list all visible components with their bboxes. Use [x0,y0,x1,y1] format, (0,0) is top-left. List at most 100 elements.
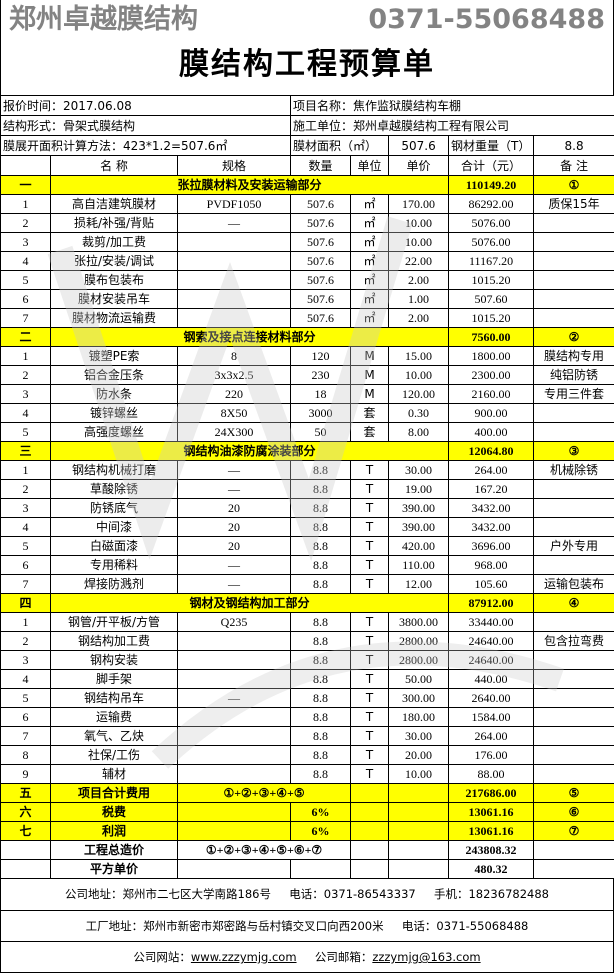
cell: 铝合金压条 [50,365,178,385]
cell: 264.00 [448,726,535,746]
cell: ㎡ [350,251,390,271]
cell: 专用三件套 [533,384,614,404]
cell: 3 [0,232,51,252]
cell: T [350,688,390,708]
cell: ㎡ [350,213,390,233]
table-row: 4 张拉/安装/调试 507.6 ㎡ 22.00 11167.20 [0,251,614,271]
company-address: 公司地址：郑州市二七区大学南路186号 [65,887,271,901]
cell: 1584.00 [448,707,535,727]
cell: ㎡ [350,270,390,290]
summary-number: 六 [0,802,51,822]
cell: 3696.00 [448,536,535,556]
cell: 4 [0,517,51,537]
cell [533,669,614,689]
cell: 24640.00 [448,650,535,670]
cell: 50 [290,422,352,442]
table-row: 1 镀塑PE索 8 120 M 15.00 1800.00 膜结构专用 [0,346,614,366]
summary-name: 项目合计费用 [50,783,178,803]
cell: 防水条 [50,384,178,404]
email-link[interactable]: zzzymjg@163.com [372,950,481,964]
cell: 套 [350,403,390,423]
cell: 33440.00 [448,612,535,632]
cell: 白磁面漆 [50,536,178,556]
cell: 膜材物流运输费 [50,308,178,328]
cell: 8.8 [290,745,352,765]
cell: T [350,669,390,689]
summary-mark: ⑦ [533,821,614,841]
cell: 4 [0,403,51,423]
empty-cell [388,840,450,860]
cell: 2800.00 [388,650,450,670]
cell [533,517,614,537]
cell: 钢构安装 [50,650,178,670]
empty-cell [176,859,292,879]
empty-cell [350,821,390,841]
cell: T [350,764,390,784]
summary-total: 13061.16 [448,802,535,822]
section-mark: ③ [533,441,614,461]
cell: 440.00 [448,669,535,689]
cell: 8.8 [290,650,352,670]
cell [176,726,292,746]
cell: 18 [290,384,352,404]
summary-row: 七利润 6% 13061.16 ⑦ [0,821,614,841]
empty-cell [176,802,292,822]
cell: 5 [0,422,51,442]
cell: 88.00 [448,764,535,784]
cell [533,688,614,708]
cell: 3000 [290,403,352,423]
cell: M [350,384,390,404]
cell: 120.00 [388,384,450,404]
summary-name: 工程总造价 [50,840,178,860]
website-link[interactable]: www.zzzymjg.com [190,950,297,964]
cell: 膜材安装吊车 [50,289,178,309]
cell: 8.8 [290,460,352,480]
cell: 3 [0,650,51,670]
steel-weight-label: 钢材重量（T） [448,135,535,156]
cell: T [350,536,390,556]
cell: 8.8 [290,726,352,746]
cell [533,251,614,271]
empty-cell [388,802,450,822]
cell: 专用稀料 [50,555,178,575]
cell: 8 [0,745,51,765]
cell [176,308,292,328]
cell: 300.00 [388,688,450,708]
cell: 1.00 [388,289,450,309]
summary-name: 利润 [50,821,178,841]
table-row: 3 钢构安装 8.8 T 2800.00 24640.00 [0,650,614,670]
cell: 8.8 [290,631,352,651]
cell [533,422,614,442]
cell: 2.00 [388,270,450,290]
table-row: 7 膜材物流运输费 507.6 ㎡ 2.00 1015.20 [0,308,614,328]
cell: 180.00 [388,707,450,727]
summary-row: 工程总造价 ①+②+③+④+⑤+⑥+⑦ 243808.32 [0,840,614,860]
cell: 2 [0,479,51,499]
cell: 膜布包装布 [50,270,178,290]
summary-mark: ⑤ [533,783,614,803]
table-row: 4 镀锌螺丝 8X50 3000 套 0.30 900.00 [0,403,614,423]
cell: 8.8 [290,517,352,537]
email-label: 公司邮箱： [314,950,373,964]
cell: 5 [0,688,51,708]
cell: 11167.20 [448,251,535,271]
summary-row: 五项目合计费用 ①+②+③+④+⑤ 217686.00 ⑤ [0,783,614,803]
summary-rate: 6% [290,802,352,822]
cell: 22.00 [388,251,450,271]
cell: — [176,688,292,708]
cell: T [350,707,390,727]
cell: 2300.00 [448,365,535,385]
cell: — [176,213,292,233]
cell: 焊接防溅剂 [50,574,178,594]
cell: 105.60 [448,574,535,594]
section-title: 钢材及钢结构加工部分 [49,593,450,613]
cell: 7 [0,574,51,594]
table-row: 7 氧气、乙炔 8.8 T 30.00 264.00 [0,726,614,746]
cell: — [176,574,292,594]
cell: 纯铝防锈 [533,365,614,385]
cell: 钢结构机械打磨 [50,460,178,480]
summary-total: 217686.00 [448,783,535,803]
cell: 230 [290,365,352,385]
cell: 400.00 [448,422,535,442]
cell: 3x3x2.5 [176,365,292,385]
